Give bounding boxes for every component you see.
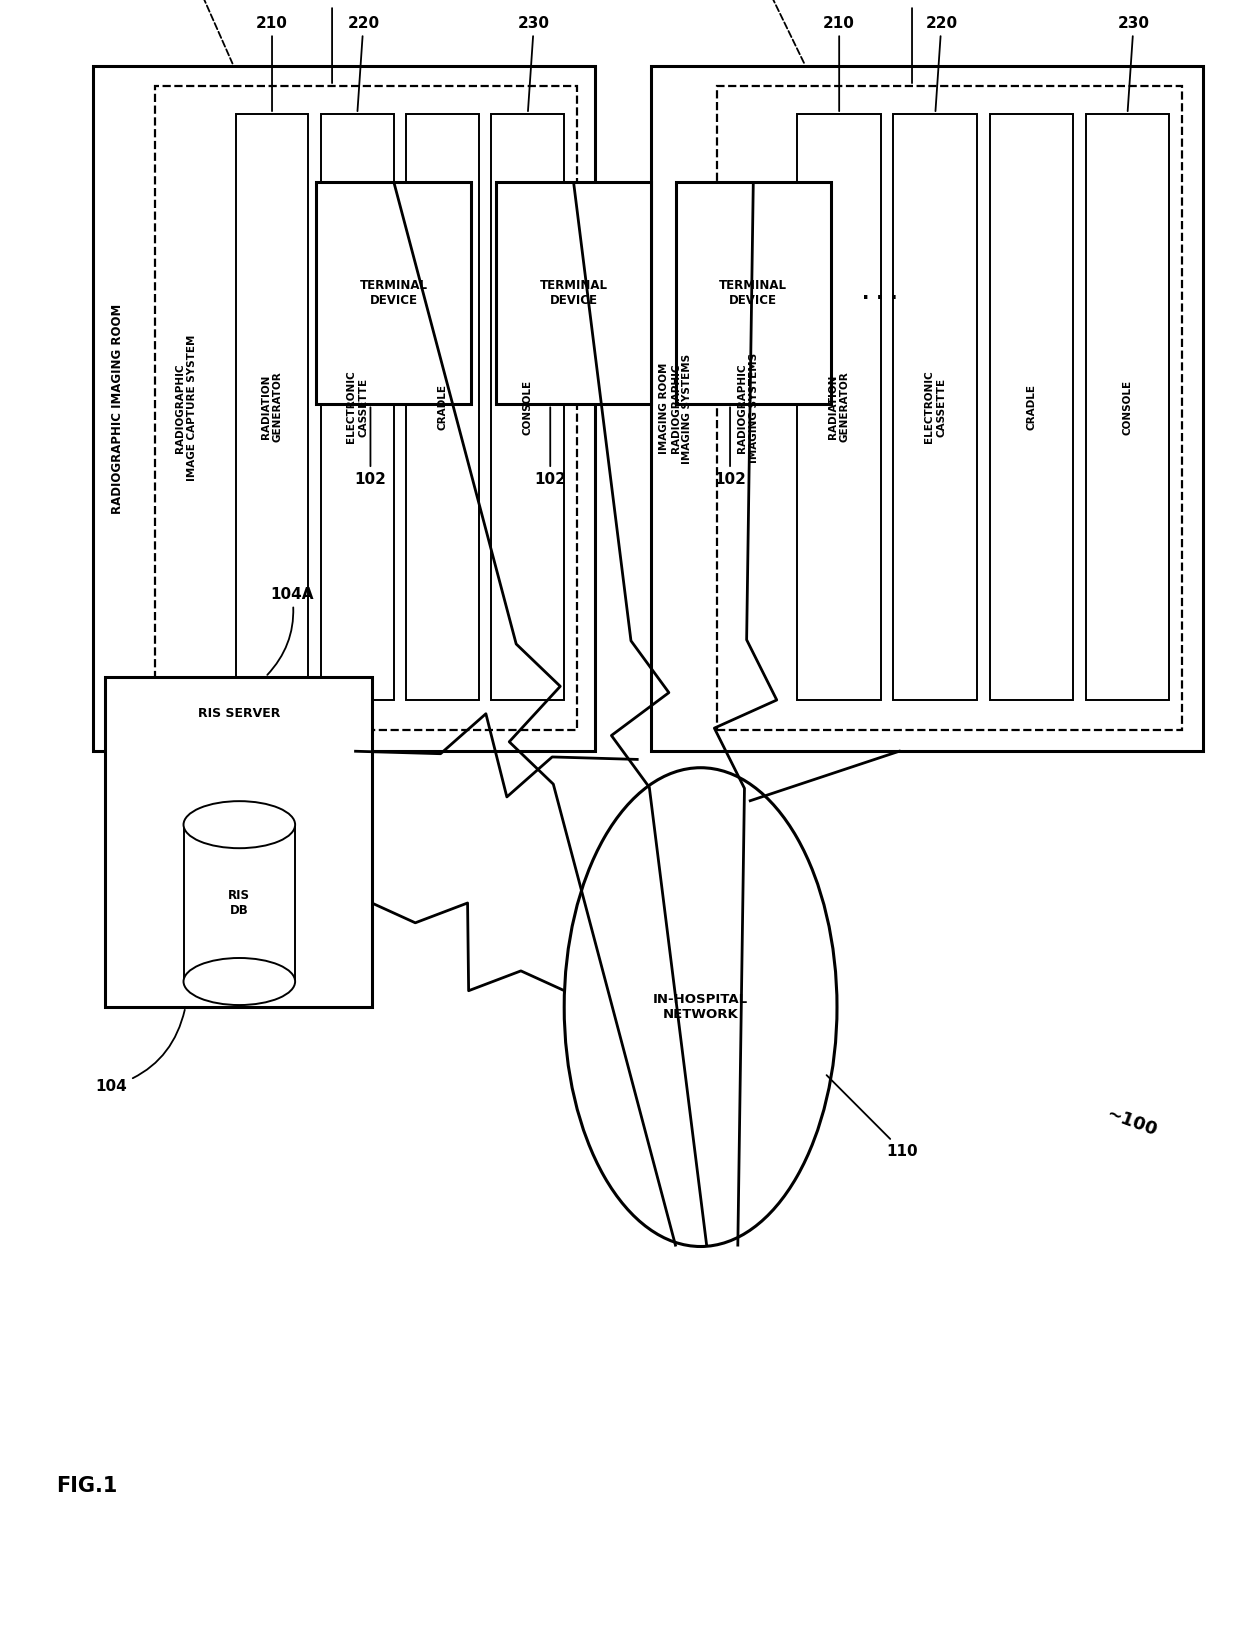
Bar — [797, 114, 882, 700]
Bar — [893, 114, 977, 700]
Text: ELECTRONIC
CASSETTE: ELECTRONIC CASSETTE — [925, 370, 946, 444]
Bar — [496, 182, 651, 404]
Text: RADIOGRAPHIC
IMAGE CAPTURE SYSTEM: RADIOGRAPHIC IMAGE CAPTURE SYSTEM — [175, 335, 197, 480]
Bar — [316, 182, 471, 404]
Bar — [105, 677, 372, 1007]
Text: 104: 104 — [95, 1010, 185, 1095]
Text: 220: 220 — [925, 15, 957, 111]
Text: 230: 230 — [518, 15, 551, 111]
Bar — [676, 182, 831, 404]
Bar — [155, 86, 577, 730]
Ellipse shape — [184, 801, 295, 849]
Text: RADIOGRAPHIC
IMAGING SYSTEMS: RADIOGRAPHIC IMAGING SYSTEMS — [737, 353, 759, 462]
Text: RIS
DB: RIS DB — [228, 890, 250, 916]
Text: IN-HOSPITAL
NETWORK: IN-HOSPITAL NETWORK — [653, 994, 748, 1020]
Bar — [236, 114, 309, 700]
Text: ∼100: ∼100 — [1104, 1105, 1159, 1141]
Bar — [990, 114, 1074, 700]
Text: 110: 110 — [827, 1075, 919, 1159]
Text: RADIOGRAPHIC IMAGING ROOM: RADIOGRAPHIC IMAGING ROOM — [112, 304, 124, 513]
Text: CRADLE: CRADLE — [438, 385, 448, 429]
Text: 102: 102 — [714, 408, 746, 487]
Text: 220: 220 — [347, 15, 379, 111]
Text: TERMINAL
DEVICE: TERMINAL DEVICE — [539, 279, 608, 307]
Text: 1: 1 — [906, 0, 918, 83]
Text: 200: 200 — [745, 0, 805, 63]
Text: RADIATION
GENERATOR: RADIATION GENERATOR — [262, 371, 283, 442]
Text: RADIATION
GENERATOR: RADIATION GENERATOR — [828, 371, 849, 442]
Text: 210: 210 — [823, 15, 856, 111]
Text: RIS SERVER: RIS SERVER — [197, 707, 280, 720]
Text: IMAGING ROOM
RADIOGRAPHIC
IMAGING SYSTEMS: IMAGING ROOM RADIOGRAPHIC IMAGING SYSTEM… — [660, 353, 692, 464]
Text: CONSOLE: CONSOLE — [1122, 380, 1132, 434]
Text: TERMINAL
DEVICE: TERMINAL DEVICE — [719, 279, 787, 307]
Text: 1: 1 — [327, 0, 337, 83]
Bar — [407, 114, 479, 700]
Text: 200: 200 — [177, 0, 232, 63]
Text: 102: 102 — [355, 408, 387, 487]
Text: 210: 210 — [257, 15, 288, 111]
Text: CONSOLE: CONSOLE — [523, 380, 533, 434]
Text: 230: 230 — [1117, 15, 1149, 111]
Text: ELECTRONIC
CASSETTE: ELECTRONIC CASSETTE — [346, 370, 368, 444]
Bar — [651, 66, 1203, 751]
Bar — [184, 826, 295, 981]
Text: TERMINAL
DEVICE: TERMINAL DEVICE — [360, 279, 428, 307]
Text: . . .: . . . — [862, 284, 898, 302]
Text: CRADLE: CRADLE — [1027, 385, 1037, 429]
Text: 102: 102 — [534, 408, 567, 487]
Bar — [93, 66, 595, 751]
Ellipse shape — [564, 768, 837, 1247]
Text: 104A: 104A — [268, 586, 314, 675]
Bar — [717, 86, 1182, 730]
Ellipse shape — [184, 958, 295, 1005]
Bar — [491, 114, 564, 700]
Bar — [321, 114, 394, 700]
Bar — [1086, 114, 1169, 700]
Text: FIG.1: FIG.1 — [56, 1476, 117, 1496]
